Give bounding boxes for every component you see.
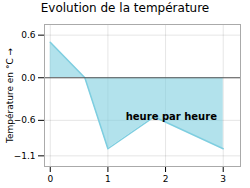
- svg-text:Température en °C →: Température en °C →: [5, 47, 15, 144]
- svg-text:0: 0: [47, 174, 53, 184]
- svg-text:0.6: 0.6: [21, 30, 36, 40]
- svg-text:−0.6: −0.6: [14, 115, 36, 125]
- svg-text:0.0: 0.0: [21, 73, 36, 83]
- html-text:Evolution de la température: Evolution de la température: [40, 1, 210, 15]
- svg-text:−1.1: −1.1: [14, 151, 36, 161]
- svg-text:3: 3: [220, 174, 226, 184]
- svg-text:2: 2: [163, 174, 169, 184]
- svg-text:heure par heure: heure par heure: [126, 111, 217, 122]
- svg-text:1: 1: [105, 174, 111, 184]
